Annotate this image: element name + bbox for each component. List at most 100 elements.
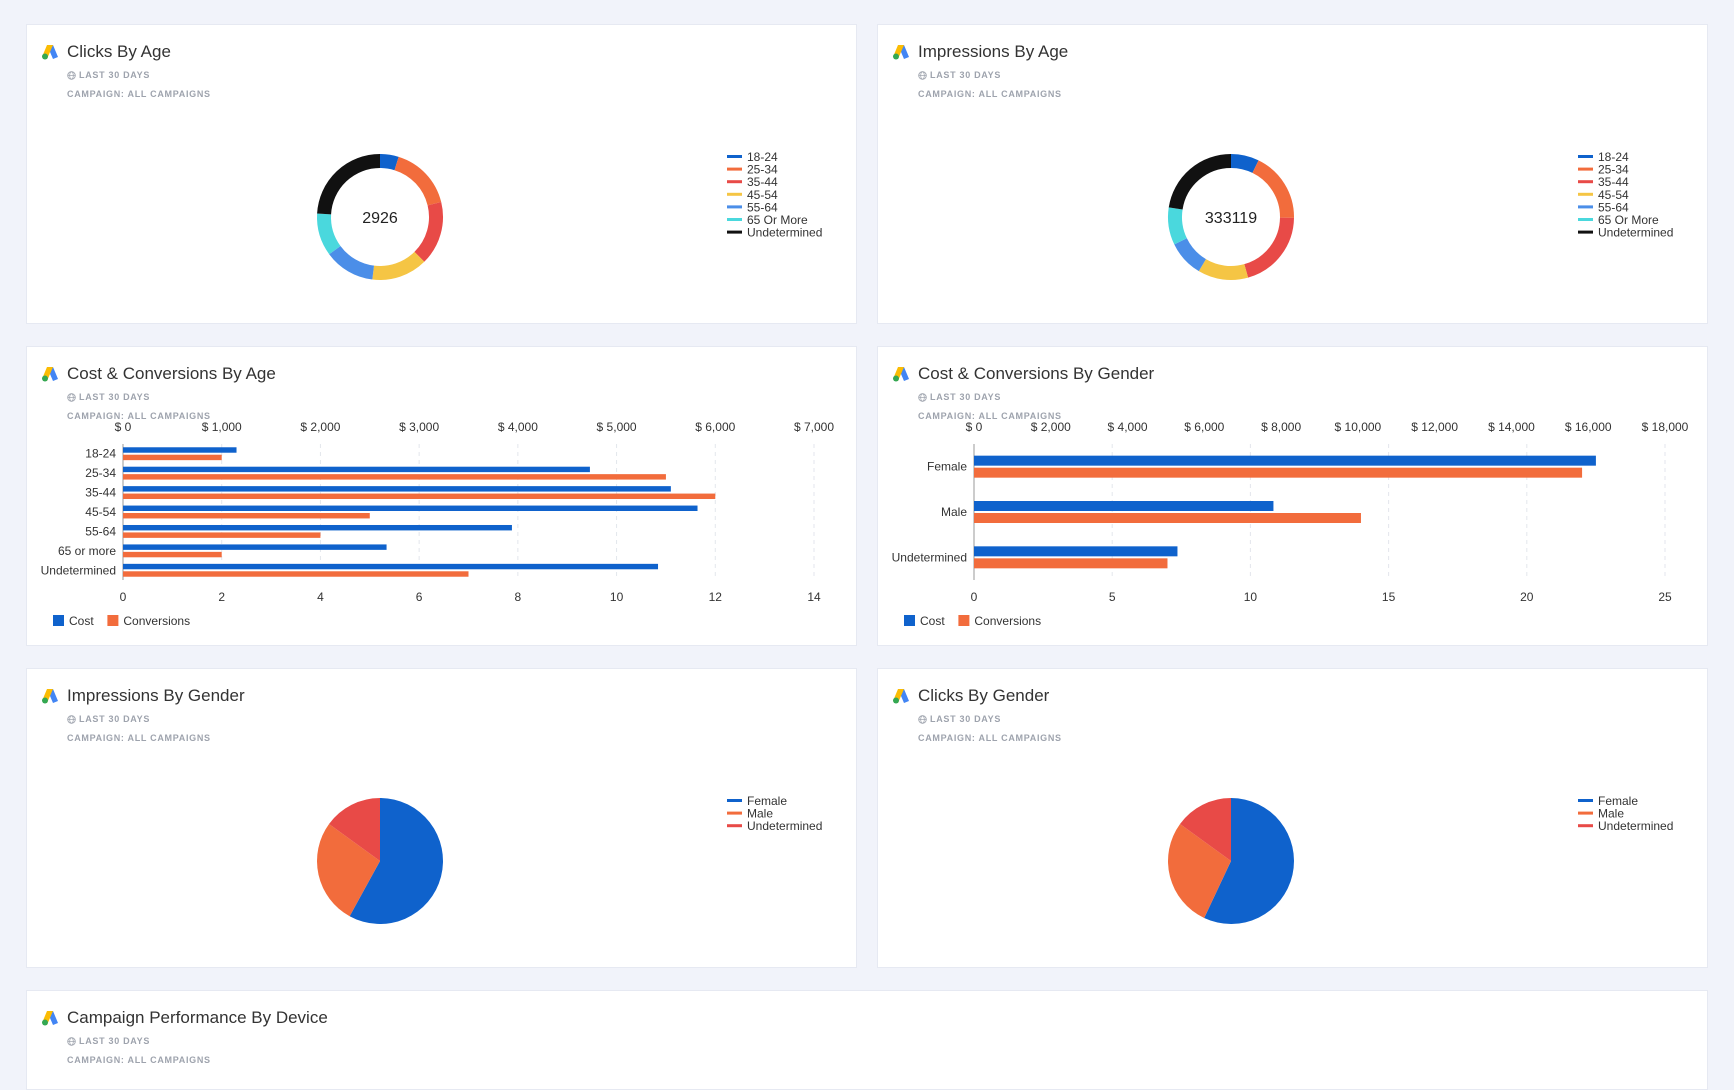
card-title: Clicks By Gender (918, 686, 1050, 705)
card-clicks-by-age: Clicks By Age LAST 30 DAYS CAMPAIGN: ALL… (26, 24, 857, 324)
card-header: Impressions By Gender LAST 30 DAYS CAMPA… (41, 683, 245, 744)
conversions-bar-35-44 (123, 493, 716, 500)
legend-label-undetermined: Undetermined (1598, 819, 1673, 833)
top-axis-tick-label: $ 18,000 (1642, 420, 1689, 434)
conversions-bar-undetermined (123, 571, 469, 577)
legend-label-cost: Cost (69, 614, 94, 628)
bottom-axis-tick-label: 2 (218, 590, 225, 604)
globe-icon (918, 714, 927, 724)
cost-bar-25-34 (123, 466, 590, 473)
legend-label-undetermined: Undetermined (747, 819, 822, 833)
card-impressions-by-gender: Impressions By Gender LAST 30 DAYS CAMPA… (26, 668, 857, 968)
globe-icon (67, 714, 76, 724)
top-axis-tick-label: $ 8,000 (1261, 420, 1301, 434)
bottom-axis-tick-label: 14 (807, 590, 821, 604)
legend-swatch-male (1578, 811, 1593, 815)
cost-bar-female (974, 455, 1596, 466)
legend-swatch-conversions (107, 615, 119, 626)
top-axis-tick-label: $ 5,000 (597, 420, 637, 434)
category-label-18-24: 18-24 (85, 447, 116, 461)
conversions-bar-18-24 (123, 454, 222, 461)
category-label-undetermined: Undetermined (892, 550, 967, 564)
globe-icon (918, 70, 927, 80)
legend-swatch-female (727, 799, 742, 802)
legend-label-male: Male (747, 807, 773, 821)
legend-label-35-44: 35-44 (747, 175, 778, 189)
bottom-axis-tick-label: 4 (317, 590, 324, 604)
campaign-label: CAMPAIGN: ALL CAMPAIGNS (67, 1055, 211, 1065)
date-range-label: LAST 30 DAYS (930, 392, 1002, 402)
top-axis-tick-label: $ 12,000 (1411, 420, 1458, 434)
bottom-axis-tick-label: 25 (1658, 590, 1672, 604)
top-axis-tick-label: $ 2,000 (300, 420, 340, 434)
globe-icon (67, 1036, 76, 1046)
bottom-axis-tick-label: 12 (709, 590, 723, 604)
cost-conversions-by-gender-bar-chart: $ 0 $ 2,000 $ 4,000 $ 6,000 $ 8,000 $ 10,000 $… (892, 420, 1689, 628)
legend-swatch-conversions (958, 615, 970, 626)
legend-swatch-65-or-more (727, 218, 742, 221)
legend-swatch-undetermined (1578, 230, 1593, 234)
top-axis-tick-label: $ 16,000 (1565, 420, 1612, 434)
donut-segment-35-44 (1243, 217, 1294, 278)
legend-swatch-female (1578, 799, 1593, 802)
category-label-female: Female (927, 460, 967, 474)
top-axis-tick-label: $ 4,000 (1108, 420, 1148, 434)
bottom-axis-tick-label: 20 (1520, 590, 1534, 604)
pie-slice-undetermined (329, 798, 380, 861)
bottom-axis-tick-label: 10 (610, 590, 624, 604)
card-header: Cost & Conversions By Age LAST 30 DAYS C… (41, 361, 276, 422)
legend-swatch-25-34 (1578, 167, 1593, 171)
top-axis-tick-label: $ 10,000 (1335, 420, 1382, 434)
bottom-axis-tick-label: 0 (120, 590, 127, 604)
campaign-label: CAMPAIGN: ALL CAMPAIGNS (918, 89, 1062, 99)
card-cost-conversions-by-gender: Cost & Conversions By Gender LAST 30 DAY… (877, 346, 1708, 646)
card-title: Cost & Conversions By Gender (918, 364, 1155, 383)
pie-slice-undetermined (1180, 798, 1231, 861)
legend-label-conversions: Conversions (123, 614, 190, 628)
legend-label-undetermined: Undetermined (1598, 226, 1673, 240)
conversions-bar-65-or-more (123, 551, 222, 558)
legend-swatch-cost (904, 615, 915, 626)
bottom-axis-tick-label: 0 (971, 590, 978, 604)
donut-segment-45-54 (1198, 258, 1249, 280)
pie-slice-male (1168, 823, 1231, 919)
legend-label-female: Female (1598, 794, 1638, 808)
legend-label-45-54: 45-54 (1598, 188, 1629, 202)
top-axis-tick-label: $ 14,000 (1488, 420, 1535, 434)
donut-segment-55-64 (329, 245, 375, 280)
top-axis-tick-label: $ 0 (115, 420, 132, 434)
top-axis-tick-label: $ 3,000 (399, 420, 439, 434)
category-label-65-or-more: 65 or more (58, 544, 116, 558)
card-impressions-by-age: Impressions By Age LAST 30 DAYS CAMPAIGN… (877, 24, 1708, 324)
donut-segment-65-or-more (317, 213, 341, 255)
bottom-axis-tick-label: 5 (1109, 590, 1116, 604)
cost-bar-undetermined (123, 563, 659, 570)
date-range-label: LAST 30 DAYS (79, 392, 151, 402)
conversions-bar-female (974, 467, 1583, 478)
google-ads-logo-icon (893, 45, 909, 60)
legend-swatch-cost (53, 615, 64, 626)
google-ads-logo-icon (42, 689, 58, 704)
donut-segment-18-24 (1230, 154, 1259, 174)
legend-label-55-64: 55-64 (747, 200, 778, 214)
legend-label-cost: Cost (920, 614, 945, 628)
cost-bar-18-24 (123, 447, 237, 453)
legend-label-35-44: 35-44 (1598, 175, 1629, 189)
conversions-bar-45-54 (123, 513, 370, 519)
legend-swatch-55-64 (727, 205, 742, 209)
legend-label-25-34: 25-34 (1598, 163, 1629, 177)
top-axis-tick-label: $ 0 (966, 420, 983, 434)
pie-slice-female (1204, 798, 1294, 924)
top-axis-tick-label: $ 6,000 (695, 420, 735, 434)
legend-label-65-or-more: 65 Or More (747, 213, 808, 227)
cost-bar-male (974, 501, 1274, 511)
card-clicks-by-gender: Clicks By Gender LAST 30 DAYS CAMPAIGN: … (877, 668, 1708, 968)
donut-segment-undetermined (1168, 154, 1232, 210)
card-header: Impressions By Age LAST 30 DAYS CAMPAIGN… (892, 39, 1068, 100)
bottom-axis-tick-label: 6 (416, 590, 423, 604)
conversions-bar-25-34 (123, 474, 666, 480)
category-label-35-44: 35-44 (85, 486, 116, 500)
